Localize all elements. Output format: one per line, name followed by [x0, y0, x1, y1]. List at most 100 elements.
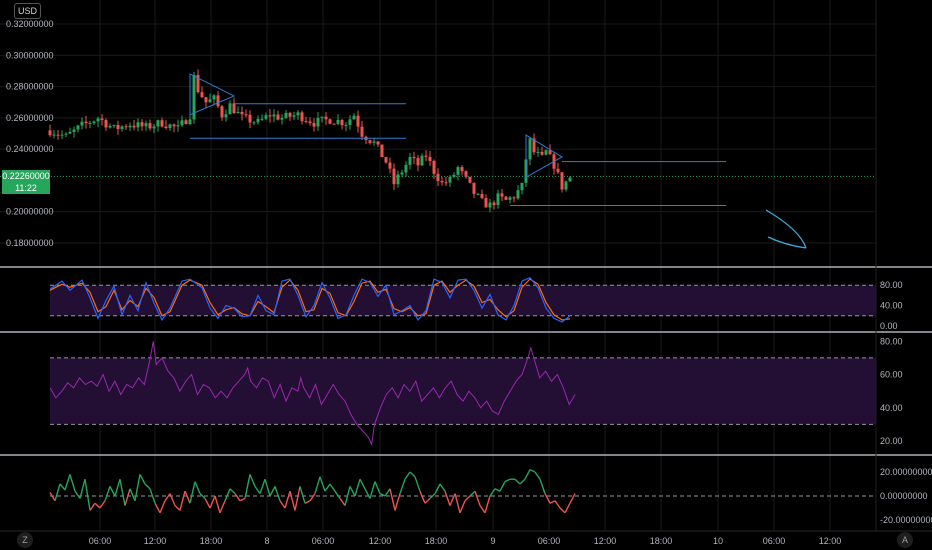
candle-body	[404, 164, 408, 173]
candle-body	[168, 124, 172, 129]
momentum-segment	[69, 474, 76, 492]
candle-body	[436, 173, 440, 182]
candle-body	[456, 167, 460, 175]
scale-toggle-button[interactable]: Z	[17, 532, 33, 548]
candle-body	[132, 125, 136, 128]
candle-body	[400, 172, 404, 175]
stochastic-tick-label: 0.00	[880, 321, 898, 331]
momentum-segment	[134, 474, 141, 501]
candle-body	[504, 196, 508, 200]
candle-body	[416, 158, 420, 166]
candle-body	[540, 151, 544, 155]
candle-body	[224, 114, 228, 118]
candle-body	[264, 115, 268, 119]
time-tick-label: 8	[264, 536, 269, 546]
time-tick-label: 9	[490, 536, 495, 546]
time-tick-label: 06:00	[538, 536, 561, 546]
momentum-segment	[439, 483, 446, 492]
momentum-segment	[424, 497, 431, 504]
time-tick-label: 18:00	[650, 536, 673, 546]
candle-body	[220, 106, 224, 118]
candle-body	[408, 156, 412, 165]
momentum-segment	[484, 495, 491, 513]
price-tick-label: 0.30000000	[6, 50, 54, 60]
rsi-pane[interactable]	[49, 341, 876, 447]
price-pane[interactable]	[0, 69, 876, 249]
last-price-label: 0.22260000	[2, 170, 50, 182]
candle-body	[308, 121, 312, 124]
candle-body	[116, 124, 120, 130]
candle-body	[212, 95, 216, 100]
momentum-segment	[489, 488, 496, 497]
candle-body	[148, 123, 152, 129]
momentum-segment	[149, 488, 156, 504]
momentum-segment	[534, 471, 541, 480]
momentum-segment	[559, 507, 566, 514]
momentum-segment	[239, 497, 246, 502]
candle-body	[288, 112, 292, 117]
momentum-segment	[104, 486, 111, 502]
momentum-segment	[254, 486, 261, 494]
candle-body	[360, 126, 364, 137]
momentum-segment	[379, 492, 386, 497]
momentum-segment	[289, 491, 296, 511]
momentum-segment	[374, 481, 381, 494]
candle-body	[200, 92, 204, 98]
momentum-segment	[204, 498, 211, 509]
candle-body	[328, 119, 332, 124]
candle-body	[312, 123, 316, 127]
momentum-segment	[549, 500, 556, 504]
candle-body	[100, 118, 104, 121]
candle-body	[492, 202, 496, 206]
candle-body	[348, 119, 352, 125]
stochastic-pane[interactable]	[49, 276, 876, 323]
candle-body	[488, 202, 492, 208]
momentum-tick-label: 20.00000000	[880, 467, 932, 477]
momentum-segment	[144, 483, 151, 490]
candle-body	[196, 74, 200, 93]
candle-body	[112, 124, 116, 126]
candle-body	[352, 115, 356, 120]
candle-body	[304, 121, 308, 123]
momentum-segment	[504, 478, 511, 483]
candle-body	[140, 122, 144, 127]
candle-body	[84, 121, 88, 123]
auto-scale-button[interactable]: A	[897, 532, 913, 548]
momentum-segment	[514, 478, 521, 485]
momentum-segment	[419, 490, 426, 504]
candle-body	[368, 140, 372, 143]
momentum-segment	[334, 490, 341, 499]
candle-body	[104, 120, 108, 128]
momentum-segment	[414, 476, 421, 492]
momentum-segment	[194, 481, 201, 494]
candle-body	[228, 103, 232, 115]
momentum-segment	[344, 486, 351, 506]
momentum-segment	[499, 481, 506, 492]
candle-body	[388, 162, 392, 169]
momentum-segment	[184, 490, 191, 504]
candle-body	[60, 134, 64, 136]
arrow-drawing	[765, 209, 807, 249]
currency-label[interactable]: USD	[14, 3, 42, 19]
stochastic-tick-label: 40.00	[880, 301, 903, 311]
candle-body	[204, 97, 208, 103]
time-axis[interactable]: 06:00 12:00 18:00 8 06:00 12:00 18:00 9 06:00 12:…	[89, 536, 842, 546]
candle-body	[332, 123, 336, 125]
candle-body	[72, 129, 76, 132]
momentum-segment	[269, 486, 276, 497]
candle-body	[432, 160, 436, 174]
time-tick-label: 06:00	[312, 536, 335, 546]
candle-body	[236, 111, 240, 114]
momentum-tick-label: 0.00000000	[880, 491, 928, 501]
momentum-segment	[404, 471, 411, 480]
candle-body	[52, 134, 56, 136]
momentum-segment	[454, 493, 461, 513]
momentum-pane[interactable]	[49, 468, 876, 514]
stochastic-band	[50, 285, 876, 316]
candle-body	[300, 112, 304, 122]
candle-body	[444, 182, 448, 184]
momentum-segment	[309, 493, 316, 502]
momentum-segment	[224, 488, 231, 502]
candle-body	[460, 167, 464, 172]
